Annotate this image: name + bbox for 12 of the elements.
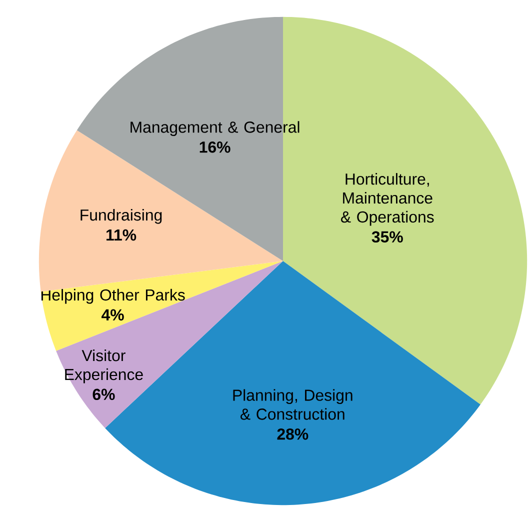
data-label: 4% (102, 309, 124, 320)
slice-label: Planning, Design & Construction (233, 389, 352, 420)
data-label: 11% (106, 229, 136, 241)
slice-label: Management & General (130, 121, 300, 136)
data-label: 35% (372, 231, 403, 243)
data-label: 16% (200, 141, 230, 153)
data-label: 6% (92, 388, 115, 400)
slice-label: Fundraising (80, 208, 162, 224)
data-label: 28% (277, 428, 308, 440)
slice-label: Horticulture, Maintenance & Operations (341, 173, 434, 226)
slice-label: Helping Other Parks (41, 288, 185, 304)
slice-label: Visitor Experience (65, 350, 143, 384)
